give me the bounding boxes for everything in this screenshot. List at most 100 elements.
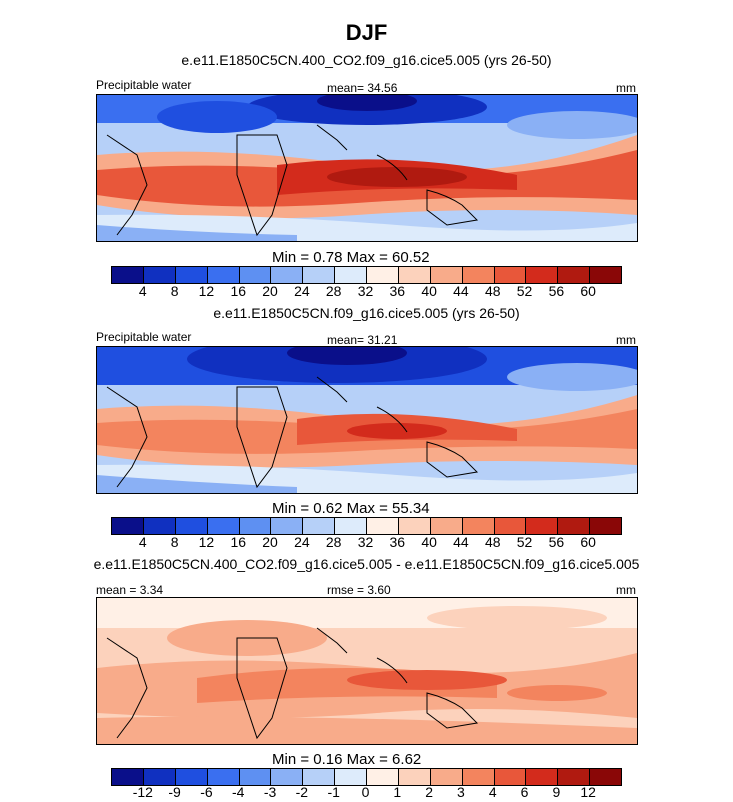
colorbar-tick-label: 60: [580, 283, 596, 299]
colorbar-tick-label: 4: [138, 283, 147, 299]
colorbar-tick-label: 0: [361, 784, 370, 800]
colorbar-swatch: [303, 267, 336, 283]
colorbar-swatch: [494, 769, 527, 785]
panel-1-mean-label: mean= 34.56: [327, 81, 398, 95]
colorbar-tick-label: -6: [200, 784, 213, 800]
figure-title: DJF: [345, 20, 388, 45]
colorbar-swatch: [303, 769, 336, 785]
colorbar-swatch: [494, 267, 527, 283]
colorbar-tick-label: 8: [170, 534, 179, 550]
panel-3-map: [96, 597, 638, 745]
colorbar-tick-label: 48: [484, 283, 501, 299]
colorbar-tick-label: 20: [262, 534, 278, 550]
colorbar-swatch: [112, 769, 144, 785]
colorbar-swatch: [367, 267, 399, 283]
colorbar-swatch: [207, 518, 240, 534]
colorbar-swatch: [335, 267, 367, 283]
colorbar-tick-label: 12: [580, 784, 596, 800]
colorbar-tick-label: 6: [520, 784, 529, 800]
colorbar-swatch: [143, 267, 176, 283]
colorbar-tick-label: 40: [421, 534, 437, 550]
panel-3-rmse-label: rmse = 3.60: [327, 583, 391, 597]
colorbar-tick-label: -12: [132, 784, 153, 800]
colorbar-tick-label: 1: [393, 784, 402, 800]
colorbar-tick-label: 52: [516, 283, 533, 299]
panel-2-colorbar: [111, 517, 622, 535]
colorbar-tick-label: 9: [552, 784, 561, 800]
colorbar-tick-label: 28: [325, 534, 342, 550]
colorbar-swatch: [239, 267, 272, 283]
colorbar-tick-label: 48: [484, 534, 501, 550]
colorbar-tick-label: 44: [453, 534, 469, 550]
panel-3-colorbar: [111, 768, 622, 786]
panel-2-unit-label: mm: [616, 333, 636, 347]
panel-2-colorbar-labels: 4 8 12 16 20 24 28 32 36 40 44 48 52 56 60: [111, 534, 620, 552]
colorbar-swatch: [112, 518, 144, 534]
panel-3-title: e.e11.E1850C5CN.400_CO2.f09_g16.cice5.00…: [93, 556, 640, 572]
colorbar-tick-label: 8: [170, 283, 179, 299]
colorbar-swatch: [239, 769, 272, 785]
colorbar-tick-label: 24: [294, 283, 310, 299]
colorbar-tick-label: 32: [357, 283, 374, 299]
colorbar-tick-label: -3: [263, 784, 277, 800]
colorbar-swatch: [143, 769, 176, 785]
colorbar-tick-label: 16: [230, 534, 247, 550]
colorbar-tick-label: 24: [294, 534, 310, 550]
colorbar-tick-label: -2: [295, 784, 309, 800]
colorbar-swatch: [271, 518, 304, 534]
panel-2-map: [96, 346, 638, 494]
colorbar-tick-label: 56: [548, 283, 565, 299]
colorbar-swatch: [462, 518, 495, 534]
colorbar-swatch: [271, 769, 304, 785]
colorbar-tick-label: 12: [198, 534, 215, 550]
colorbar-swatch: [398, 769, 431, 785]
colorbar-swatch: [207, 267, 240, 283]
colorbar-tick-label: 2: [425, 784, 434, 800]
panel-1-colorbar-labels: 4 8 12 16 20 24 28 32 36 40 44 48 52 56 60: [111, 283, 620, 301]
colorbar-swatch: [175, 769, 208, 785]
colorbar-swatch: [175, 267, 208, 283]
colorbar-tick-label: 56: [548, 534, 565, 550]
panel-3-minmax: Min = 0.16 Max = 6.62: [272, 751, 422, 768]
colorbar-swatch: [335, 518, 367, 534]
colorbar-tick-label: 52: [516, 534, 533, 550]
colorbar-swatch: [558, 518, 591, 534]
panel-2-left-label: Precipitable water: [96, 330, 192, 344]
panel-1-title: e.e11.E1850C5CN.400_CO2.f09_g16.cice5.00…: [181, 52, 552, 68]
colorbar-swatch: [558, 769, 591, 785]
colorbar-swatch: [398, 267, 431, 283]
colorbar-swatch: [558, 267, 591, 283]
colorbar-swatch: [526, 518, 559, 534]
colorbar-swatch: [239, 518, 272, 534]
colorbar-swatch: [430, 267, 463, 283]
colorbar-swatch: [367, 769, 399, 785]
colorbar-swatch: [526, 267, 559, 283]
colorbar-tick-label: 20: [262, 283, 278, 299]
colorbar-tick-label: 32: [357, 534, 374, 550]
colorbar-swatch: [526, 769, 559, 785]
colorbar-tick-label: 16: [230, 283, 247, 299]
colorbar-swatch: [303, 518, 336, 534]
panel-3-colorbar-labels: -12 -9 -6 -4 -3 -2 -1 0 1 2 3 4 6 9 12: [111, 784, 620, 802]
colorbar-tick-label: 28: [325, 283, 342, 299]
panel-1-colorbar: [111, 266, 622, 284]
colorbar-swatch: [143, 518, 176, 534]
colorbar-tick-label: 36: [389, 534, 406, 550]
panel-1-unit-label: mm: [616, 81, 636, 95]
colorbar-tick-label: 4: [138, 534, 147, 550]
colorbar-swatch: [462, 769, 495, 785]
panel-2-mean-label: mean= 31.21: [327, 333, 398, 347]
colorbar-tick-label: 3: [457, 784, 465, 800]
colorbar-swatch: [462, 267, 495, 283]
colorbar-swatch: [207, 769, 240, 785]
colorbar-swatch: [112, 267, 144, 283]
panel-1-map: [96, 94, 638, 242]
panel-1-left-label: Precipitable water: [96, 78, 192, 92]
colorbar-tick-label: -1: [327, 784, 340, 800]
colorbar-tick-label: -4: [232, 784, 245, 800]
colorbar-swatch: [175, 518, 208, 534]
colorbar-swatch: [335, 769, 367, 785]
panel-2-title: e.e11.E1850C5CN.f09_g16.cice5.005 (yrs 2…: [213, 305, 520, 321]
colorbar-swatch: [430, 518, 463, 534]
colorbar-tick-label: 44: [453, 283, 469, 299]
